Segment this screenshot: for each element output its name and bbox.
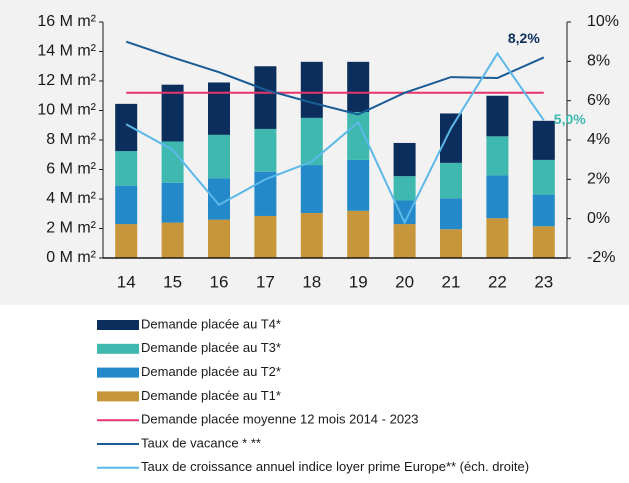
- bar: [161, 141, 184, 183]
- bar: [300, 213, 323, 258]
- legend-swatch: [97, 367, 139, 378]
- bar: [440, 162, 462, 199]
- bar: [532, 226, 555, 258]
- bar: [161, 222, 184, 258]
- bar: [208, 178, 230, 220]
- x-tick-label: 21: [442, 272, 461, 291]
- bar: [486, 218, 509, 258]
- y-tick-label: 14 M m²: [37, 43, 96, 60]
- x-tick-label: 15: [163, 272, 182, 291]
- y2-tick-label: 10%: [587, 13, 619, 30]
- legend-swatch: [97, 343, 139, 354]
- bar: [115, 103, 138, 152]
- x-tick-label: 14: [117, 272, 136, 291]
- y2-tick-label: 6%: [587, 92, 610, 109]
- bar: [161, 84, 184, 142]
- x-tick-label: 17: [256, 272, 275, 291]
- bar: [254, 215, 277, 258]
- bar: [347, 111, 370, 160]
- legend-label: Demande placée au T4*: [141, 316, 281, 331]
- bar: [208, 134, 230, 179]
- bar: [254, 66, 277, 129]
- line: [125, 51, 545, 225]
- y-tick-label: 4 M m²: [46, 190, 96, 207]
- x-tick-label: 23: [534, 272, 553, 291]
- bar: [300, 61, 323, 118]
- bar: [115, 224, 138, 258]
- bar: [532, 120, 555, 160]
- x-tick-label: 16: [210, 272, 229, 291]
- y2-tick-label: 8%: [587, 53, 610, 70]
- x-tick-label: 19: [349, 272, 368, 291]
- data-label: 8,2%: [508, 30, 540, 46]
- y2-tick-label: 0%: [587, 210, 610, 227]
- legend-label: Demande placée au T3*: [141, 340, 281, 355]
- y-tick-label: 2 M m²: [46, 220, 96, 237]
- bar: [347, 210, 370, 258]
- line: [125, 40, 545, 116]
- bar: [208, 219, 230, 258]
- bar: [300, 165, 323, 214]
- bar: [440, 229, 462, 258]
- bar: [532, 194, 555, 227]
- bar: [161, 182, 184, 223]
- bar: [300, 117, 323, 166]
- x-tick-label: 18: [302, 272, 321, 291]
- bar: [393, 176, 416, 201]
- data-label: 5,0%: [554, 111, 586, 127]
- legend-swatch: [97, 320, 139, 330]
- bar: [532, 159, 555, 195]
- bar: [486, 95, 509, 137]
- bar: [393, 200, 416, 225]
- legend-swatch: [97, 391, 139, 402]
- y2-tick-label: -2%: [587, 249, 615, 266]
- y-tick-label: 8 M m²: [46, 131, 96, 148]
- y-tick-label: 12 M m²: [37, 72, 96, 89]
- bar: [486, 136, 509, 176]
- bar: [347, 61, 370, 112]
- bar: [208, 82, 230, 135]
- y-tick-label: 16 M m²: [37, 13, 96, 30]
- bar: [347, 159, 370, 211]
- legend-label: Demande placée moyenne 12 mois 2014 - 20…: [141, 412, 419, 427]
- legend-label: Demande placée au T1*: [141, 388, 281, 403]
- bar: [115, 151, 138, 186]
- legend-label: Taux de croissance annuel indice loyer p…: [141, 459, 529, 474]
- bar: [440, 113, 462, 163]
- y2-tick-label: 2%: [587, 171, 610, 188]
- x-tick-label: 20: [395, 272, 414, 291]
- y-tick-label: 6 M m²: [46, 161, 96, 178]
- legend-label: Demande placée au T2*: [141, 364, 281, 379]
- y2-tick-label: 4%: [587, 131, 610, 148]
- bar: [115, 185, 138, 225]
- y-tick-label: 0 M m²: [46, 249, 96, 266]
- x-tick-label: 22: [488, 272, 507, 291]
- legend-label: Taux de vacance * **: [141, 435, 261, 450]
- y-tick-label: 10 M m²: [37, 102, 96, 119]
- bar: [440, 198, 462, 230]
- bar: [254, 128, 277, 172]
- bar: [393, 142, 416, 177]
- bar: [486, 175, 509, 219]
- bar: [393, 224, 416, 258]
- legend-background: [0, 305, 629, 483]
